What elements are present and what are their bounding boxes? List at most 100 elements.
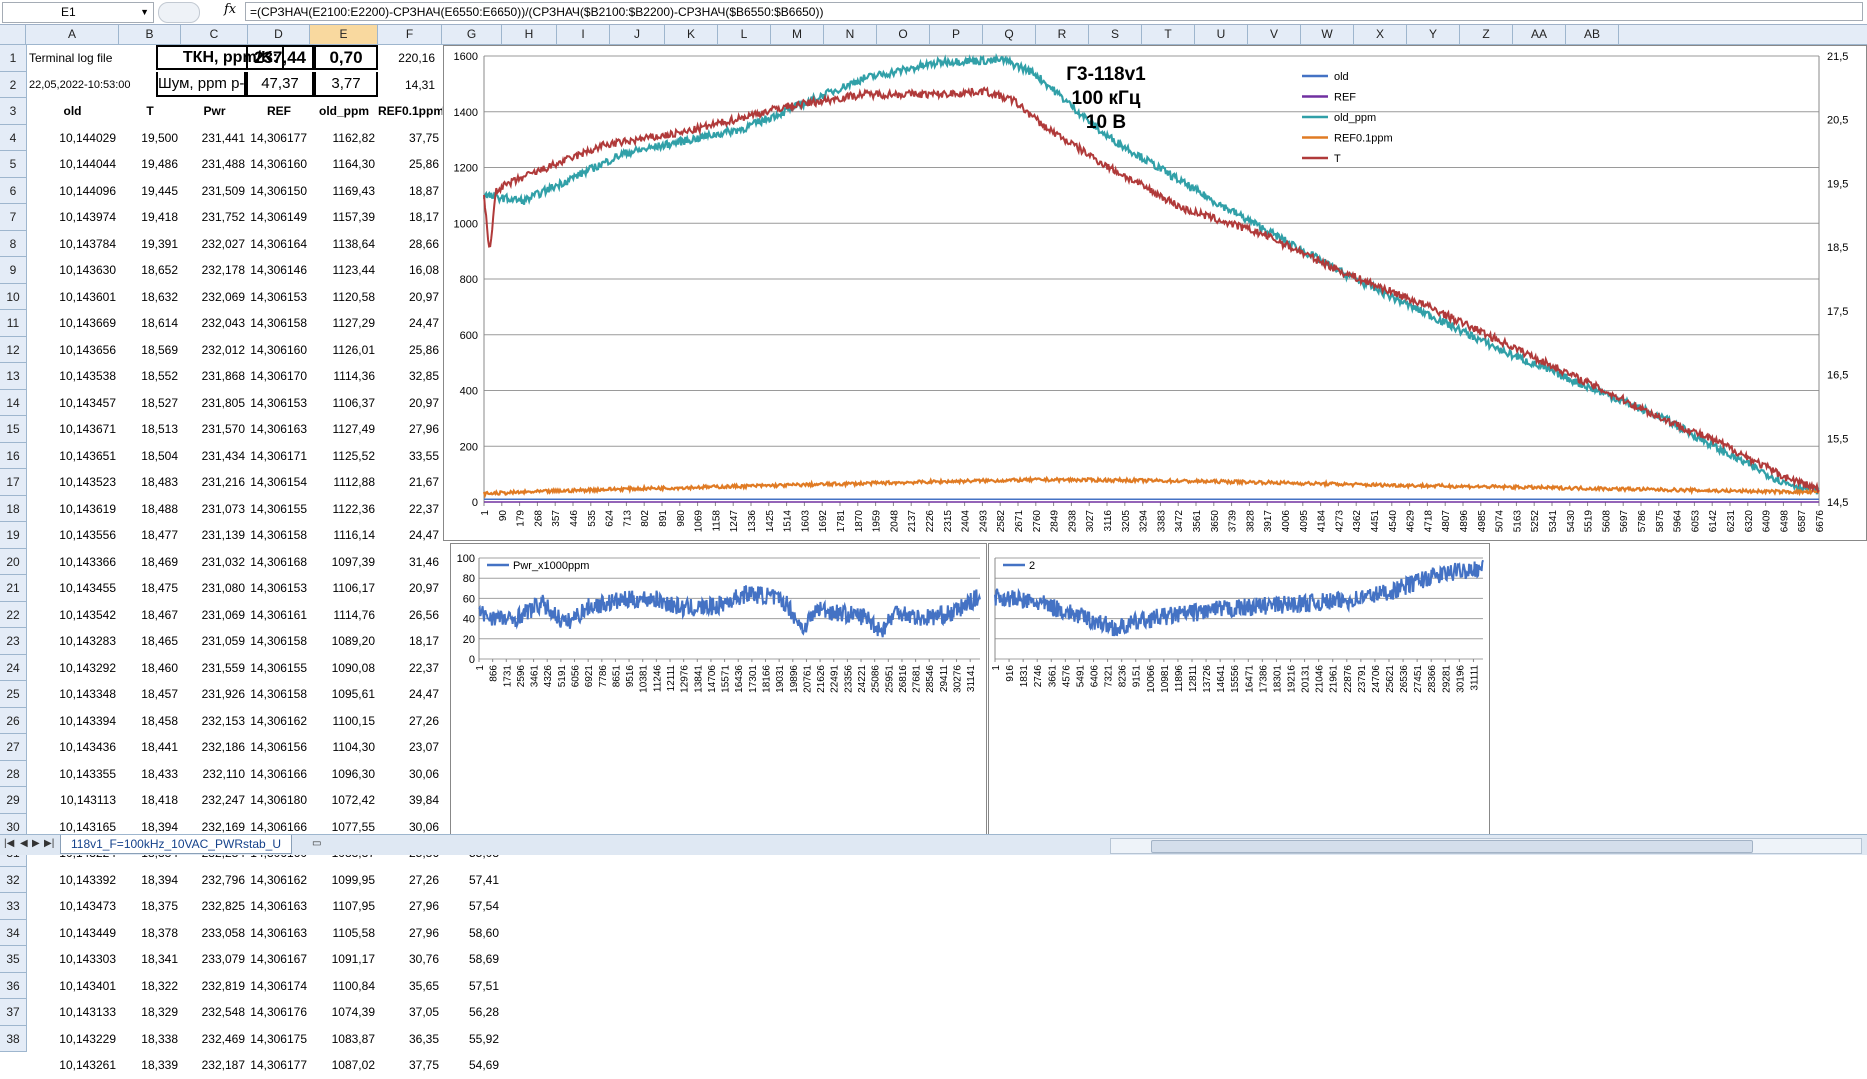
first-sheet-icon[interactable]: |◀	[4, 838, 15, 849]
data-cell[interactable]: 10,143455	[59, 581, 116, 595]
data-cell[interactable]: 231,509	[201, 183, 245, 198]
data-cell[interactable]: 25,86	[408, 342, 439, 357]
data-cell[interactable]: 10,143630	[59, 263, 116, 277]
row-header[interactable]: 25	[0, 681, 26, 708]
data-cell[interactable]: 1120,58	[332, 289, 376, 304]
cell-a1[interactable]: Terminal log file	[29, 51, 113, 65]
data-cell[interactable]: 1099,95	[331, 872, 375, 887]
data-cell[interactable]: 18,322	[141, 978, 178, 993]
column-header-y[interactable]: Y	[1407, 25, 1460, 44]
data-cell[interactable]: 18,552	[141, 369, 178, 383]
insert-function-icon[interactable]: fx	[224, 2, 237, 17]
row-header[interactable]: 18	[0, 496, 26, 522]
row-header[interactable]: 13	[0, 363, 26, 390]
data-cell[interactable]: 232,043	[201, 316, 245, 330]
cell-g2[interactable]: 14,31	[404, 77, 435, 92]
data-cell[interactable]: 18,457	[141, 687, 178, 701]
row-header[interactable]: 26	[0, 708, 26, 734]
data-cell[interactable]: 14,306177	[250, 1058, 307, 1072]
data-cell[interactable]: 1114,36	[333, 369, 375, 383]
data-cell[interactable]: 18,488	[141, 501, 178, 516]
noise-value-f2[interactable]: 3,77	[314, 71, 378, 97]
data-cell[interactable]: 232,819	[201, 978, 245, 993]
last-sheet-icon[interactable]: ▶|	[44, 838, 55, 849]
data-cell[interactable]: 27,96	[408, 925, 439, 940]
data-cell[interactable]: 10,144096	[59, 183, 116, 198]
data-cell[interactable]: 58,69	[468, 952, 499, 966]
data-cell[interactable]: 27,26	[408, 872, 439, 887]
data-cell[interactable]: 37,75	[408, 130, 439, 145]
data-cell[interactable]: 232,027	[201, 236, 245, 251]
data-cell[interactable]: 1123,44	[332, 263, 376, 277]
data-cell[interactable]: 18,441	[141, 740, 178, 754]
data-cell[interactable]: 18,614	[141, 316, 178, 330]
data-cell[interactable]: 1077,55	[331, 819, 375, 834]
data-cell[interactable]: 1097,39	[331, 554, 375, 569]
data-cell[interactable]: 30,06	[408, 766, 439, 781]
data-cell[interactable]: 232,825	[201, 899, 245, 913]
row-header[interactable]: 20	[0, 549, 26, 575]
data-cell[interactable]: 231,559	[201, 660, 245, 675]
data-cell[interactable]: 18,87	[408, 183, 439, 198]
data-cell[interactable]: 14,306158	[250, 316, 307, 330]
data-cell[interactable]: 10,143348	[59, 687, 116, 701]
data-cell[interactable]: 1114,76	[333, 607, 375, 622]
data-cell[interactable]: 1122,36	[332, 501, 376, 516]
data-cell[interactable]: 18,460	[141, 660, 178, 675]
data-cell[interactable]: 1091,17	[331, 952, 375, 966]
row-header[interactable]: 1	[0, 45, 26, 72]
data-cell[interactable]: 14,306155	[250, 660, 307, 675]
data-cell[interactable]: 1095,61	[331, 687, 375, 701]
data-cell[interactable]: 18,569	[141, 342, 178, 357]
data-cell[interactable]: 232,247	[201, 793, 245, 807]
data-cell[interactable]: 24,47	[408, 687, 439, 701]
data-cell[interactable]: 10,143974	[59, 210, 116, 224]
data-cell[interactable]: 10,143303	[59, 952, 116, 966]
data-cell[interactable]: 14,306171	[250, 448, 307, 463]
data-cell[interactable]: 1169,43	[332, 183, 376, 198]
data-cell[interactable]: 231,926	[201, 687, 245, 701]
data-cell[interactable]: 232,469	[201, 1031, 245, 1046]
row-header[interactable]: 2	[0, 72, 26, 98]
data-cell[interactable]: 231,073	[201, 501, 245, 516]
column-header-e[interactable]: E	[310, 25, 378, 44]
data-cell[interactable]: 18,17	[408, 634, 439, 648]
data-cell[interactable]: 10,143133	[59, 1005, 116, 1019]
data-cell[interactable]: 14,306160	[250, 342, 307, 357]
data-cell[interactable]: 10,143523	[59, 475, 116, 489]
data-cell[interactable]: 10,143671	[59, 422, 116, 436]
row-header[interactable]: 5	[0, 151, 26, 178]
row-header[interactable]: 23	[0, 628, 26, 655]
row-header[interactable]: 14	[0, 390, 26, 416]
data-cell[interactable]: 14,306153	[250, 581, 307, 595]
cell-a2[interactable]: 22,05,2022-10:53:00	[29, 78, 131, 91]
data-cell[interactable]: 1112,88	[333, 475, 375, 489]
data-cell[interactable]: 14,306167	[250, 952, 307, 966]
data-cell[interactable]: 19,486	[141, 157, 178, 171]
data-cell[interactable]: 233,058	[201, 925, 245, 940]
row-header[interactable]: 9	[0, 257, 26, 284]
data-cell[interactable]: 24,47	[408, 528, 439, 542]
data-cell[interactable]: 1100,15	[332, 713, 376, 728]
tkn-label[interactable]: ТКН, ppm/K:	[156, 45, 284, 70]
column-header-z[interactable]: Z	[1460, 25, 1513, 44]
data-cell[interactable]: 30,76	[408, 952, 439, 966]
data-cell[interactable]: 18,527	[141, 395, 178, 410]
name-box[interactable]: E1 ▼	[2, 2, 154, 23]
row-header[interactable]: 6	[0, 178, 26, 204]
row-header[interactable]: 17	[0, 469, 26, 496]
column-title[interactable]: T	[146, 104, 154, 118]
formula-input[interactable]: =(СРЗНАЧ(E2100:E2200)-СРЗНАЧ(E6550:E6650…	[245, 2, 1863, 21]
column-header-j[interactable]: J	[610, 25, 665, 44]
data-cell[interactable]: 1138,64	[332, 236, 376, 251]
data-cell[interactable]: 10,143656	[59, 342, 116, 357]
data-cell[interactable]: 10,143261	[59, 1058, 116, 1072]
data-cell[interactable]: 20,97	[408, 395, 439, 410]
data-cell[interactable]: 10,143113	[60, 793, 116, 807]
data-cell[interactable]: 1074,39	[331, 1005, 375, 1019]
column-header-s[interactable]: S	[1089, 25, 1142, 44]
data-cell[interactable]: 231,216	[201, 475, 245, 489]
data-cell[interactable]: 14,306174	[250, 978, 307, 993]
data-cell[interactable]: 14,306153	[250, 395, 307, 410]
data-cell[interactable]: 14,306166	[250, 819, 307, 834]
